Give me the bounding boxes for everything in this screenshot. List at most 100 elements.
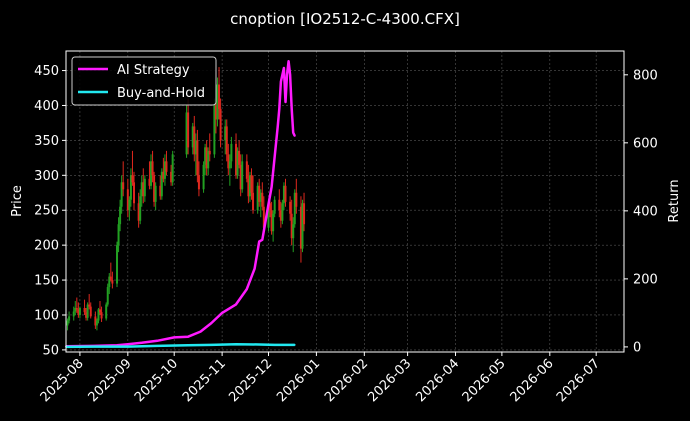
point-buy-and-hold-9 bbox=[293, 343, 296, 346]
point-buy-and-hold-2 bbox=[126, 345, 129, 348]
candle-body-87 bbox=[269, 203, 272, 211]
candle-body-52 bbox=[193, 126, 196, 155]
point-ai-strategy-8 bbox=[199, 330, 202, 333]
candle-body-98 bbox=[292, 224, 295, 239]
candle-body-2 bbox=[72, 311, 75, 317]
point-ai-strategy-16 bbox=[267, 203, 270, 205]
candle-body-78 bbox=[248, 175, 251, 197]
candle-body-50 bbox=[187, 112, 190, 148]
right-y-axis-label: Return bbox=[667, 179, 682, 222]
point-ai-strategy-9 bbox=[210, 322, 213, 324]
candle-body-62 bbox=[214, 105, 217, 120]
candle-body-20 bbox=[109, 276, 112, 281]
point-ai-strategy-21 bbox=[279, 80, 282, 83]
candle-body-65 bbox=[219, 108, 222, 141]
candle-body-44 bbox=[162, 171, 165, 179]
candle-body-61 bbox=[213, 105, 216, 155]
candle-body-84 bbox=[261, 192, 264, 207]
candle-body-74 bbox=[239, 164, 242, 190]
left-y-axis: 50 100 150 200 250 300 350 400 450 bbox=[34, 64, 66, 358]
candle-body-85 bbox=[262, 206, 265, 228]
candle-body-58 bbox=[205, 147, 208, 169]
point-buy-and-hold-4 bbox=[187, 344, 190, 347]
point-buy-and-hold-8 bbox=[273, 343, 276, 346]
candle-body-55 bbox=[197, 175, 200, 190]
y-axis-label: Price bbox=[10, 185, 25, 217]
candle-body-102 bbox=[301, 203, 304, 249]
point-ai-strategy-10 bbox=[221, 311, 224, 314]
candle-body-8 bbox=[85, 312, 88, 318]
point-ai-strategy-5 bbox=[156, 339, 159, 342]
candle-body-9 bbox=[86, 304, 89, 318]
candle-body-56 bbox=[202, 164, 205, 190]
right-y-tick-label-200: 200 bbox=[633, 272, 658, 287]
point-ai-strategy-13 bbox=[253, 267, 256, 270]
candle-body-12 bbox=[94, 316, 97, 326]
candle-body-70 bbox=[230, 143, 233, 162]
candle-body-68 bbox=[227, 154, 230, 169]
point-buy-and-hold-7 bbox=[258, 343, 261, 346]
candle-body-19 bbox=[108, 276, 111, 288]
candle-body-4 bbox=[75, 308, 78, 310]
point-ai-strategy-19 bbox=[276, 124, 279, 127]
point-ai-strategy-28 bbox=[290, 107, 293, 110]
candle-body-57 bbox=[204, 147, 207, 165]
point-ai-strategy-14 bbox=[258, 240, 261, 243]
candle-body-92 bbox=[279, 210, 282, 221]
candle-body-31 bbox=[133, 182, 136, 204]
candle-body-69 bbox=[228, 161, 231, 169]
point-ai-strategy-27 bbox=[289, 73, 292, 76]
right-y-axis: 0 200 400 600 800 bbox=[624, 68, 658, 355]
candle-body-48 bbox=[171, 154, 174, 183]
candle-body-53 bbox=[194, 140, 197, 155]
candle-body-82 bbox=[258, 185, 261, 202]
candle-body-64 bbox=[218, 84, 221, 109]
candle-body-5 bbox=[77, 309, 80, 315]
candle-body-79 bbox=[250, 175, 253, 193]
candle-body-18 bbox=[106, 287, 109, 305]
candle-body-49 bbox=[185, 112, 188, 155]
candle-body-83 bbox=[259, 192, 262, 202]
candle-body-90 bbox=[273, 199, 276, 214]
point-ai-strategy-6 bbox=[173, 336, 176, 339]
candle-body-43 bbox=[160, 171, 163, 197]
point-buy-and-hold-3 bbox=[156, 344, 159, 347]
candle-body-47 bbox=[170, 171, 173, 183]
right-y-tick-label-400: 400 bbox=[633, 204, 658, 219]
candle-body-38 bbox=[150, 161, 153, 186]
y-tick-label-350: 350 bbox=[34, 134, 59, 149]
candle-body-86 bbox=[267, 203, 270, 228]
candle-body-35 bbox=[142, 182, 145, 197]
candle-body-96 bbox=[289, 201, 292, 214]
candle-body-7 bbox=[83, 308, 86, 313]
y-tick-label-50: 50 bbox=[42, 343, 59, 358]
candle-body-42 bbox=[159, 185, 162, 197]
candle-body-17 bbox=[105, 304, 108, 319]
point-ai-strategy-23 bbox=[283, 67, 285, 69]
legend-label-buy-and-hold: Buy-and-Hold bbox=[117, 86, 205, 101]
point-ai-strategy-3 bbox=[126, 343, 129, 346]
candle-body-29 bbox=[129, 175, 132, 200]
candle-body-36 bbox=[143, 178, 146, 197]
candle-body-23 bbox=[117, 224, 120, 246]
point-ai-strategy-4 bbox=[140, 341, 143, 344]
candle-body-100 bbox=[295, 192, 298, 207]
candle-body-75 bbox=[241, 161, 244, 190]
point-ai-strategy-26 bbox=[287, 60, 290, 63]
candle-body-21 bbox=[111, 280, 114, 284]
candle-body-95 bbox=[284, 185, 287, 202]
candle-body-77 bbox=[247, 178, 250, 197]
candle-body-76 bbox=[245, 161, 248, 179]
y-tick-label-250: 250 bbox=[34, 204, 59, 219]
candle-body-13 bbox=[95, 320, 98, 326]
point-ai-strategy-29 bbox=[292, 131, 295, 134]
candle-body-16 bbox=[100, 312, 103, 319]
point-ai-strategy-7 bbox=[187, 335, 190, 338]
point-ai-strategy-22 bbox=[281, 73, 284, 76]
candle-body-81 bbox=[256, 185, 259, 211]
point-ai-strategy-20 bbox=[278, 107, 281, 110]
right-y-tick-label-800: 800 bbox=[633, 68, 658, 83]
point-ai-strategy-30 bbox=[293, 135, 296, 137]
candle-body-73 bbox=[238, 150, 241, 165]
plot-frame bbox=[65, 50, 625, 353]
